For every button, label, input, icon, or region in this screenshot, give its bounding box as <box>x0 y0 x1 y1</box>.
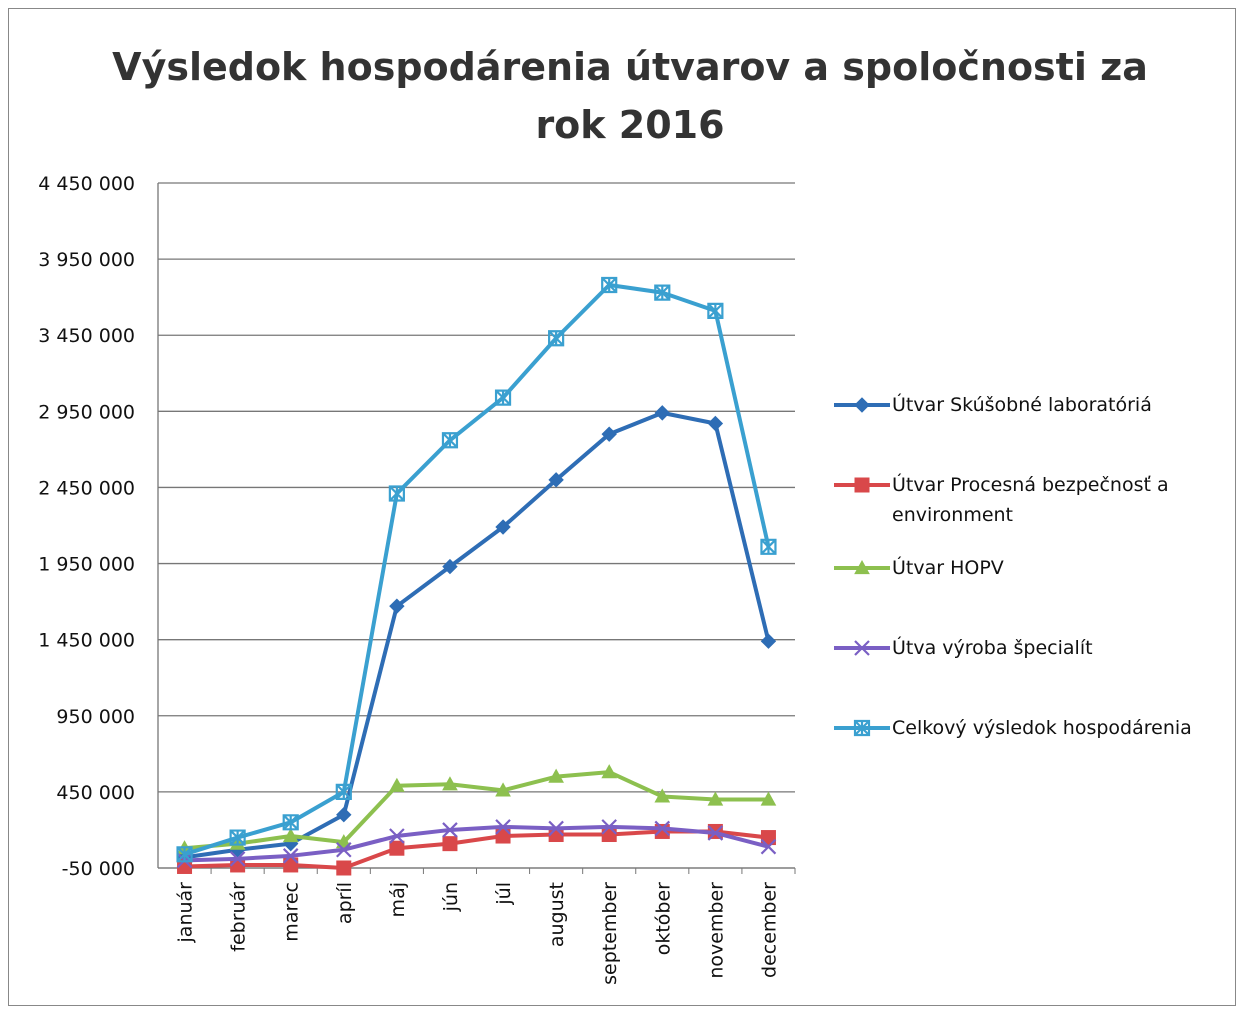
point <box>548 768 564 783</box>
point <box>707 791 724 806</box>
point <box>707 825 724 841</box>
point <box>495 782 511 797</box>
y-tick-label: 450 000 <box>56 782 135 804</box>
point <box>601 276 618 294</box>
x-tick-label: október <box>652 882 674 955</box>
point <box>854 640 870 656</box>
point <box>442 822 458 838</box>
legend-item: Útvar Skúšobné laboratóriá <box>832 390 1232 420</box>
x-tick-label: december <box>758 882 780 978</box>
point <box>548 472 564 488</box>
point <box>495 819 511 835</box>
legend-item: Útva výroba špecialít <box>832 633 1232 663</box>
point <box>336 841 352 858</box>
point <box>495 519 511 535</box>
y-tick-label: 950 000 <box>56 706 135 728</box>
point <box>854 397 870 413</box>
y-tick-label: 3 450 000 <box>38 325 135 347</box>
point <box>282 828 299 843</box>
x-tick-label: august <box>546 882 568 947</box>
x-tick-label: november <box>705 882 727 979</box>
legend-label: Útvar Procesná bezpečnosť a environment <box>892 474 1169 526</box>
y-tick-label: 1 450 000 <box>38 630 135 652</box>
legend-item: Celkový výsledok hospodárenia <box>832 713 1232 743</box>
legend-swatch <box>834 477 890 493</box>
series-line <box>184 410 771 860</box>
point <box>654 284 671 301</box>
point <box>854 559 870 575</box>
point <box>707 302 724 319</box>
point <box>654 405 670 421</box>
point <box>494 389 512 406</box>
legend-item: Útvar Procesná bezpečnosť a environment <box>832 470 1232 530</box>
point <box>229 829 246 846</box>
series-line <box>183 282 771 857</box>
point <box>389 828 405 844</box>
legend-swatch <box>834 397 890 413</box>
y-tick-label: 1 950 000 <box>38 554 135 576</box>
point <box>282 848 299 864</box>
legend-item: Útvar HOPV <box>832 553 1232 583</box>
series-line <box>184 770 769 851</box>
y-tick-label: 3 950 000 <box>38 249 135 271</box>
point <box>495 828 511 844</box>
point <box>282 814 299 831</box>
series-line <box>184 824 769 863</box>
point <box>548 820 564 837</box>
y-tick-label: -50 000 <box>62 858 135 880</box>
x-tick-label: február <box>228 882 250 952</box>
point <box>283 857 299 873</box>
point <box>601 426 617 442</box>
x-tick-label: máj <box>387 882 409 917</box>
point <box>229 851 246 867</box>
y-tick-label: 2 950 000 <box>38 401 135 423</box>
legend-swatch <box>834 559 890 575</box>
point <box>336 860 352 876</box>
point <box>442 558 458 575</box>
legend-label: Útvar Skúšobné laboratóriá <box>892 394 1152 416</box>
x-tick-label: september <box>599 882 621 985</box>
x-tick-label: apríl <box>334 882 356 924</box>
x-tick-label: jún <box>440 882 462 912</box>
chart-title: Výsledok hospodárenia útvarov a spoločno… <box>112 45 1148 147</box>
series-line <box>184 829 769 870</box>
x-tick-label: marec <box>281 882 303 942</box>
point <box>654 788 671 803</box>
point <box>389 777 405 792</box>
y-tick-label: 2 450 000 <box>38 477 135 499</box>
point <box>601 764 618 779</box>
point <box>854 477 870 493</box>
point <box>389 598 405 614</box>
point <box>853 719 871 737</box>
x-tick-label: január <box>175 882 197 944</box>
point <box>442 836 458 852</box>
point <box>760 830 776 846</box>
point <box>336 807 352 823</box>
point <box>707 415 724 432</box>
point <box>335 783 352 800</box>
point <box>601 827 617 843</box>
point <box>760 791 777 806</box>
point <box>388 485 405 502</box>
point <box>654 820 671 837</box>
point <box>441 432 459 449</box>
legend-label: Útva výroba špecialít <box>892 637 1093 659</box>
legend-swatch <box>834 719 890 737</box>
x-tick-label: júl <box>493 882 515 906</box>
point <box>760 633 777 649</box>
y-tick-label: 4 450 000 <box>38 173 135 195</box>
point <box>442 776 458 791</box>
point <box>601 819 617 835</box>
chart-frame <box>8 8 1236 1006</box>
point <box>389 840 405 856</box>
point <box>760 838 777 855</box>
legend-label: Celkový výsledok hospodárenia <box>892 717 1192 739</box>
point <box>548 330 565 347</box>
legend-label: Útvar HOPV <box>892 557 1004 579</box>
legend-swatch <box>834 640 890 656</box>
point <box>176 846 193 863</box>
point <box>760 538 777 555</box>
